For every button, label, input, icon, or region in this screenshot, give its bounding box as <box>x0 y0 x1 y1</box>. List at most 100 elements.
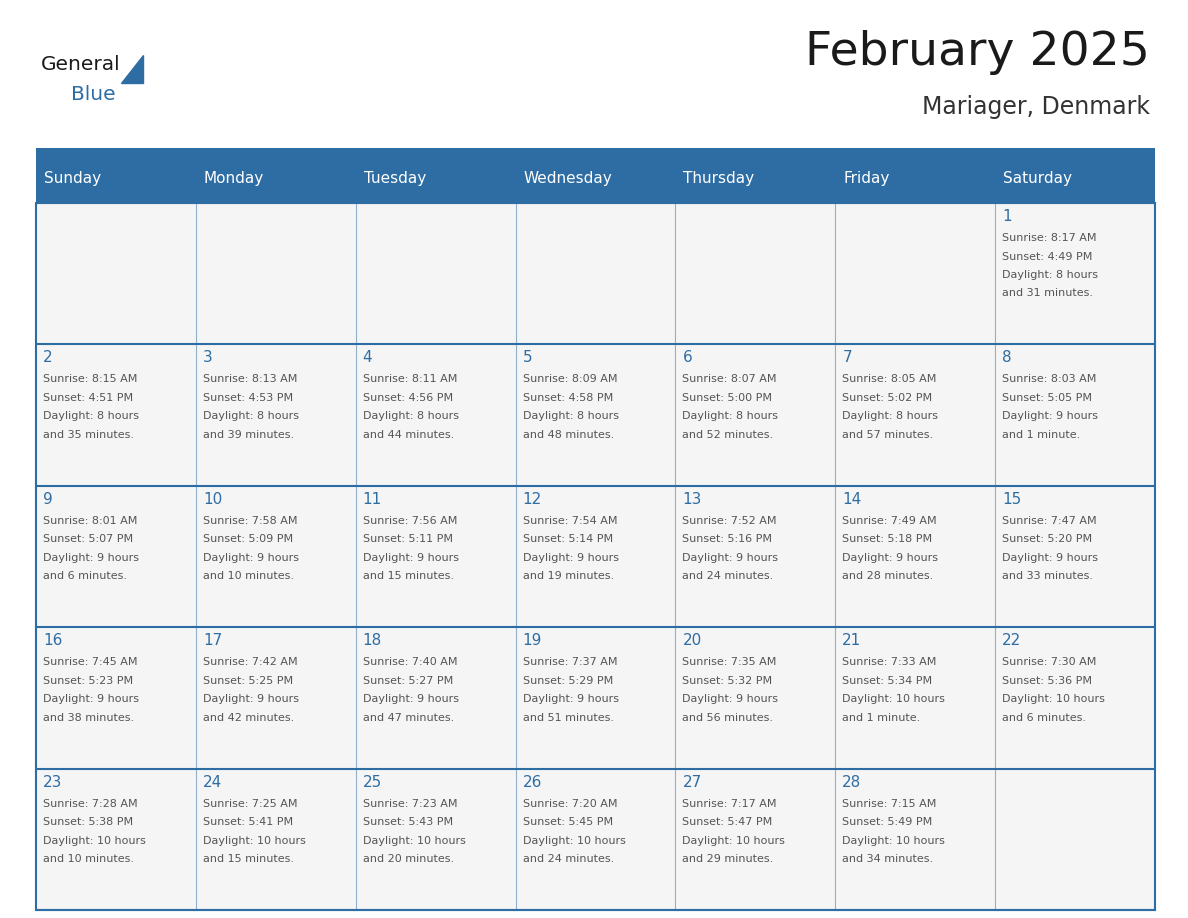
Bar <box>355 203 516 344</box>
Text: and 24 minutes.: and 24 minutes. <box>682 571 773 581</box>
Text: 21: 21 <box>842 633 861 648</box>
Text: Sunset: 5:02 PM: Sunset: 5:02 PM <box>842 393 933 403</box>
Text: Sunrise: 7:30 AM: Sunrise: 7:30 AM <box>1003 657 1097 667</box>
Text: Sunset: 5:45 PM: Sunset: 5:45 PM <box>523 817 613 827</box>
Text: and 56 minutes.: and 56 minutes. <box>682 712 773 722</box>
Bar <box>36 203 196 344</box>
Text: Sunset: 5:07 PM: Sunset: 5:07 PM <box>43 534 133 544</box>
Text: Sunset: 5:27 PM: Sunset: 5:27 PM <box>362 676 453 686</box>
Text: Daylight: 8 hours: Daylight: 8 hours <box>682 411 778 421</box>
Text: and 51 minutes.: and 51 minutes. <box>523 712 613 722</box>
Bar <box>835 627 996 768</box>
Bar <box>516 203 676 344</box>
Text: and 20 minutes.: and 20 minutes. <box>362 854 454 864</box>
Text: Daylight: 9 hours: Daylight: 9 hours <box>1003 411 1098 421</box>
Text: and 33 minutes.: and 33 minutes. <box>1003 571 1093 581</box>
Text: Tuesday: Tuesday <box>364 171 426 185</box>
Bar <box>196 344 355 486</box>
Bar <box>516 768 676 910</box>
Bar <box>355 344 516 486</box>
Bar <box>196 203 355 344</box>
Text: Sunrise: 7:23 AM: Sunrise: 7:23 AM <box>362 799 457 809</box>
Polygon shape <box>121 55 143 83</box>
Text: Sunrise: 7:52 AM: Sunrise: 7:52 AM <box>682 516 777 526</box>
Text: and 15 minutes.: and 15 minutes. <box>203 854 293 864</box>
Text: February 2025: February 2025 <box>805 30 1150 75</box>
Text: Sunrise: 7:17 AM: Sunrise: 7:17 AM <box>682 799 777 809</box>
Text: 15: 15 <box>1003 492 1022 507</box>
Text: Daylight: 10 hours: Daylight: 10 hours <box>1003 694 1105 704</box>
Text: 1: 1 <box>1003 209 1012 224</box>
Bar <box>676 203 835 344</box>
Text: Sunset: 5:00 PM: Sunset: 5:00 PM <box>682 393 772 403</box>
Text: Sunset: 5:38 PM: Sunset: 5:38 PM <box>43 817 133 827</box>
Text: Daylight: 10 hours: Daylight: 10 hours <box>842 835 946 845</box>
Text: Daylight: 10 hours: Daylight: 10 hours <box>523 835 625 845</box>
Text: 11: 11 <box>362 492 383 507</box>
Text: Sunset: 5:41 PM: Sunset: 5:41 PM <box>203 817 293 827</box>
Text: and 6 minutes.: and 6 minutes. <box>43 571 127 581</box>
Text: and 31 minutes.: and 31 minutes. <box>1003 288 1093 298</box>
Text: Sunset: 4:56 PM: Sunset: 4:56 PM <box>362 393 453 403</box>
Text: Daylight: 8 hours: Daylight: 8 hours <box>523 411 619 421</box>
Text: and 39 minutes.: and 39 minutes. <box>203 430 293 440</box>
Text: and 29 minutes.: and 29 minutes. <box>682 854 773 864</box>
Text: Sunset: 5:49 PM: Sunset: 5:49 PM <box>842 817 933 827</box>
Text: 5: 5 <box>523 351 532 365</box>
Text: Sunrise: 8:03 AM: Sunrise: 8:03 AM <box>1003 375 1097 385</box>
Text: Daylight: 9 hours: Daylight: 9 hours <box>203 553 299 563</box>
Text: Daylight: 9 hours: Daylight: 9 hours <box>43 694 139 704</box>
Text: Sunset: 4:49 PM: Sunset: 4:49 PM <box>1003 252 1093 262</box>
Text: Sunset: 4:53 PM: Sunset: 4:53 PM <box>203 393 293 403</box>
Text: 14: 14 <box>842 492 861 507</box>
Text: Sunrise: 7:56 AM: Sunrise: 7:56 AM <box>362 516 457 526</box>
Text: Sunrise: 7:45 AM: Sunrise: 7:45 AM <box>43 657 138 667</box>
Text: 20: 20 <box>682 633 702 648</box>
Text: Sunrise: 8:11 AM: Sunrise: 8:11 AM <box>362 375 457 385</box>
Text: Daylight: 9 hours: Daylight: 9 hours <box>1003 553 1098 563</box>
Text: Sunset: 4:58 PM: Sunset: 4:58 PM <box>523 393 613 403</box>
Text: Sunrise: 7:40 AM: Sunrise: 7:40 AM <box>362 657 457 667</box>
Text: and 47 minutes.: and 47 minutes. <box>362 712 454 722</box>
Text: Sunrise: 7:54 AM: Sunrise: 7:54 AM <box>523 516 617 526</box>
Text: Sunrise: 7:33 AM: Sunrise: 7:33 AM <box>842 657 936 667</box>
Bar <box>36 344 196 486</box>
Text: and 38 minutes.: and 38 minutes. <box>43 712 134 722</box>
Text: Sunrise: 8:01 AM: Sunrise: 8:01 AM <box>43 516 138 526</box>
Text: Sunset: 5:25 PM: Sunset: 5:25 PM <box>203 676 293 686</box>
Text: and 15 minutes.: and 15 minutes. <box>362 571 454 581</box>
Text: Daylight: 9 hours: Daylight: 9 hours <box>362 553 459 563</box>
Text: 28: 28 <box>842 775 861 789</box>
Text: Sunset: 5:09 PM: Sunset: 5:09 PM <box>203 534 293 544</box>
Text: 3: 3 <box>203 351 213 365</box>
Bar <box>196 627 355 768</box>
Text: 4: 4 <box>362 351 372 365</box>
Text: Sunset: 5:14 PM: Sunset: 5:14 PM <box>523 534 613 544</box>
Text: Daylight: 9 hours: Daylight: 9 hours <box>682 694 778 704</box>
Text: 8: 8 <box>1003 351 1012 365</box>
Text: 23: 23 <box>43 775 63 789</box>
Text: 2: 2 <box>43 351 52 365</box>
Text: 22: 22 <box>1003 633 1022 648</box>
Text: and 57 minutes.: and 57 minutes. <box>842 430 934 440</box>
Text: Sunrise: 7:35 AM: Sunrise: 7:35 AM <box>682 657 777 667</box>
Text: Sunset: 5:43 PM: Sunset: 5:43 PM <box>362 817 453 827</box>
Text: 26: 26 <box>523 775 542 789</box>
Bar <box>835 768 996 910</box>
Text: Daylight: 9 hours: Daylight: 9 hours <box>523 694 619 704</box>
Text: and 1 minute.: and 1 minute. <box>842 712 921 722</box>
Text: Sunrise: 7:47 AM: Sunrise: 7:47 AM <box>1003 516 1097 526</box>
Text: Sunrise: 7:37 AM: Sunrise: 7:37 AM <box>523 657 617 667</box>
Bar <box>355 627 516 768</box>
Text: 12: 12 <box>523 492 542 507</box>
Text: Thursday: Thursday <box>683 171 754 185</box>
Text: General: General <box>42 55 121 74</box>
Text: 9: 9 <box>43 492 52 507</box>
Text: and 35 minutes.: and 35 minutes. <box>43 430 134 440</box>
Text: 27: 27 <box>682 775 702 789</box>
Text: Daylight: 10 hours: Daylight: 10 hours <box>43 835 146 845</box>
Bar <box>676 486 835 627</box>
Bar <box>516 486 676 627</box>
Text: and 48 minutes.: and 48 minutes. <box>523 430 614 440</box>
Text: 7: 7 <box>842 351 852 365</box>
